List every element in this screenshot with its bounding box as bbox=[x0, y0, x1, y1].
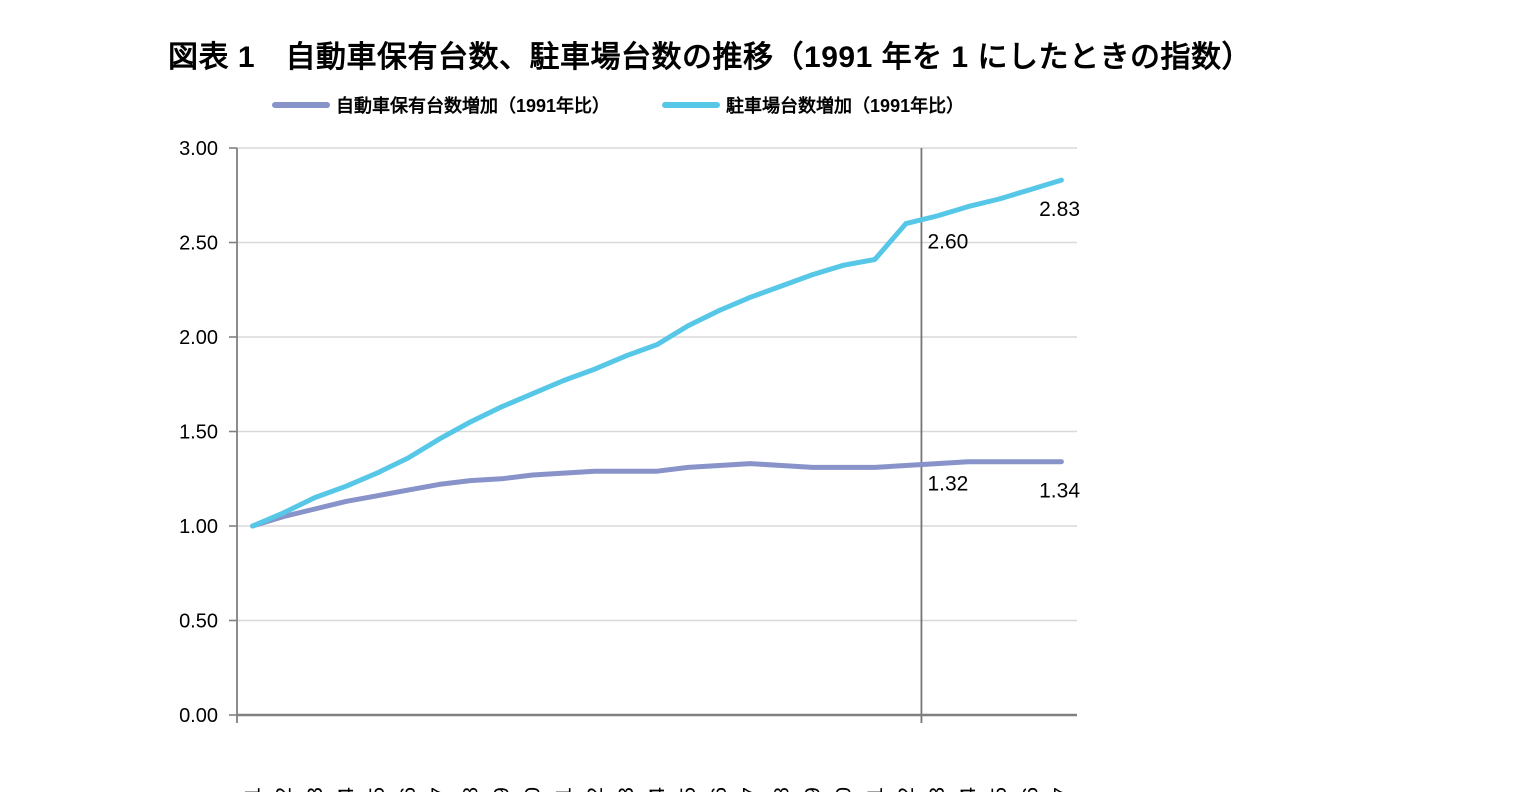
x-axis-label-2005: 2005 bbox=[677, 787, 700, 792]
legend-label-parking: 駐車場台数増加（1991年比） bbox=[726, 96, 965, 116]
x-axis-label-2009: 2009 bbox=[802, 787, 825, 792]
x-axis-label-2012: 2012 bbox=[895, 787, 918, 792]
chart-title: 図表 1 自動車保有台数、駐車場台数の推移（1991 年を 1 にしたときの指数… bbox=[168, 41, 1252, 74]
x-axis-label-2011: 2011 bbox=[864, 787, 887, 792]
x-axis-label-2015: 2015 bbox=[988, 787, 1011, 792]
x-axis-label-1996: 1996 bbox=[397, 787, 420, 792]
x-axis-label-1995: 1995 bbox=[366, 787, 389, 792]
x-axis-label-1998: 1998 bbox=[459, 787, 482, 792]
y-axis-label-3.00: 3.00 bbox=[179, 138, 218, 160]
x-axis-label-2016: 2016 bbox=[1019, 787, 1042, 792]
series-line-parking bbox=[250, 177, 1064, 529]
x-axis-label-2013: 2013 bbox=[926, 787, 949, 792]
x-axis-label-2001: 2001 bbox=[553, 787, 576, 792]
series-line-car-ownership bbox=[250, 459, 1064, 529]
legend-swatch-parking bbox=[662, 102, 721, 108]
legend-label-car-ownership: 自動車保有台数増加（1991年比） bbox=[336, 96, 611, 116]
x-axis-label-2003: 2003 bbox=[615, 787, 638, 792]
data-label-car-ownership-2012: 1.32 bbox=[927, 473, 968, 496]
data-label-car-ownership-2017: 1.34 bbox=[1039, 480, 1080, 503]
x-axis-label-1999: 1999 bbox=[490, 787, 513, 792]
y-axis-label-1.00: 1.00 bbox=[179, 516, 218, 538]
x-axis-label-2007: 2007 bbox=[739, 787, 762, 792]
x-axis-label-2000: 2000 bbox=[522, 787, 545, 792]
chart-legend: 自動車保有台数増加（1991年比） 駐車場台数増加（1991年比） bbox=[272, 92, 964, 118]
y-axis-label-0.50: 0.50 bbox=[179, 611, 218, 633]
x-axis-label-2004: 2004 bbox=[646, 787, 669, 792]
x-axis-label-2010: 2010 bbox=[833, 787, 856, 792]
x-axis-label-1997: 1997 bbox=[428, 787, 451, 792]
legend-swatch-car-ownership bbox=[272, 102, 330, 108]
x-axis-label-1994: 1994 bbox=[335, 787, 358, 792]
y-axis-label-1.50: 1.50 bbox=[179, 422, 218, 444]
data-label-parking-2012: 2.60 bbox=[927, 231, 968, 254]
legend-item-car-ownership: 自動車保有台数増加（1991年比） bbox=[272, 92, 610, 118]
x-axis-label-2014: 2014 bbox=[957, 787, 980, 792]
y-axis-label-0.00: 0.00 bbox=[179, 705, 218, 727]
x-axis-label-1993: 1993 bbox=[304, 787, 327, 792]
x-axis-label-1991: 1991 bbox=[242, 787, 265, 792]
x-axis-label-2002: 2002 bbox=[584, 787, 607, 792]
x-axis-label-2008: 2008 bbox=[770, 787, 793, 792]
y-axis-label-2.50: 2.50 bbox=[179, 233, 218, 255]
data-label-parking-2017: 2.83 bbox=[1039, 198, 1080, 221]
x-axis-label-2017: 2017 bbox=[1050, 787, 1073, 792]
x-axis-label-1992: 1992 bbox=[273, 787, 296, 792]
x-axis-label-2006: 2006 bbox=[708, 787, 731, 792]
legend-item-parking: 駐車場台数増加（1991年比） bbox=[662, 92, 964, 118]
y-axis-label-2.00: 2.00 bbox=[179, 327, 218, 349]
